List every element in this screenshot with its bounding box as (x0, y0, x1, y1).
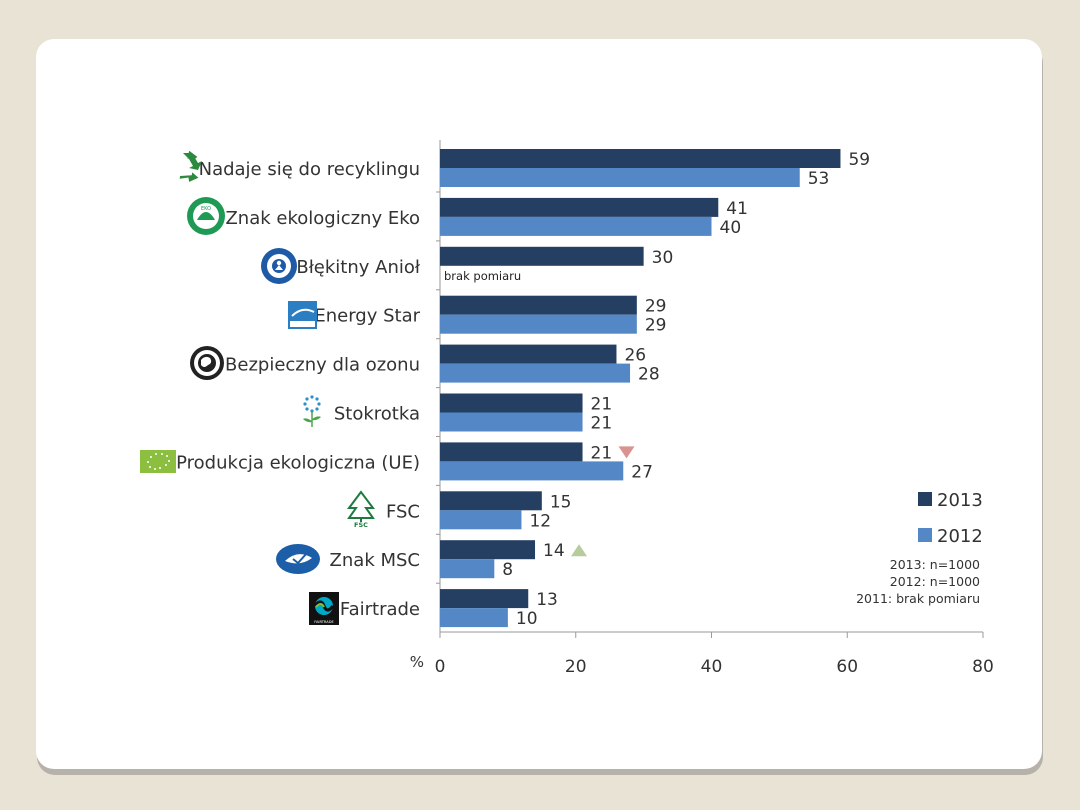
category-label: Znak ekologiczny Eko (225, 208, 420, 229)
fsc-tree-icon: FSC (347, 490, 375, 529)
bar-2013 (440, 442, 583, 462)
bar-2013 (440, 589, 529, 609)
bar-value-label: 26 (624, 346, 646, 366)
bar-value-label: 59 (848, 150, 870, 170)
bar-value-label: 21 (591, 443, 613, 463)
bar-2013 (440, 540, 536, 560)
legend-layer: 2013 2012 2013: n=1000 2012: n=1000 2011: br… (856, 490, 983, 606)
recycle-icon (179, 150, 202, 182)
fsc-logo-text: FSC (354, 521, 368, 529)
x-tick-label: 20 (565, 657, 587, 677)
bar-value-label: 10 (516, 609, 538, 629)
bar-value-label: 40 (720, 218, 742, 238)
x-tick-label: 40 (701, 657, 723, 677)
bar-2012 (440, 608, 508, 628)
bar-2012 (440, 314, 637, 334)
bar-2013 (440, 491, 542, 511)
icon-layer: EKO (140, 150, 375, 625)
category-label: Błękitny Anioł (296, 257, 421, 278)
bars-layer (440, 149, 841, 628)
category-layer: Nadaje się do recyklingu Znak ekologiczny… (176, 159, 421, 620)
bar-value-label: 30 (652, 248, 674, 268)
legend-swatch-2012 (918, 528, 932, 542)
bar-value-label: 14 (543, 541, 565, 561)
eu-ecolabel-flower-icon (303, 395, 321, 427)
bar-2013 (440, 149, 841, 168)
legend-swatch-2013 (918, 492, 932, 506)
bar-2012 (440, 559, 495, 579)
missing-value-label: brak pomiaru (444, 269, 521, 283)
bar-value-label: 41 (726, 199, 748, 219)
blue-angel-icon (261, 248, 297, 284)
sample-note: 2011: brak pomiaru (856, 591, 980, 606)
bar-value-label: 29 (645, 316, 667, 336)
category-label: Bezpieczny dla ozonu (225, 355, 420, 376)
change-marker-down (618, 446, 635, 459)
sample-note: 2013: n=1000 (890, 557, 980, 572)
axis-unit-label: % (410, 653, 424, 671)
category-label: Znak MSC (330, 550, 420, 571)
fairtrade-icon: FAIRTRADE (309, 592, 339, 625)
x-tick-label: 80 (972, 657, 994, 677)
bar-2012 (440, 168, 800, 187)
eko-logo-text: EKO (201, 206, 211, 212)
msc-fish-icon (276, 544, 320, 574)
eu-organic-leaf-icon (140, 450, 176, 473)
change-marker-up (571, 544, 588, 557)
ozone-safe-icon (190, 346, 224, 380)
category-label: Nadaje się do recyklingu (199, 159, 420, 180)
bar-2013 (440, 246, 644, 266)
energy-star-icon (288, 301, 317, 329)
category-label: Energy Star (314, 306, 420, 327)
bar-value-label: 21 (591, 395, 613, 415)
bar-2012 (440, 461, 624, 481)
fairtrade-logo-text: FAIRTRADE (314, 620, 334, 624)
bar-value-label: 21 (591, 414, 613, 434)
bar-value-label: 13 (536, 590, 558, 610)
sample-note: 2012: n=1000 (890, 574, 980, 589)
bar-value-label: 27 (631, 462, 653, 482)
bar-value-label: 12 (529, 511, 551, 531)
x-tick-label: 0 (435, 657, 446, 677)
bar-value-label: 53 (808, 169, 830, 189)
legend-label-2012: 2012 (937, 526, 983, 547)
bar-value-label: 8 (502, 560, 513, 580)
bar-value-label: 15 (550, 492, 572, 512)
bar-2012 (440, 363, 631, 383)
bar-2013 (440, 197, 719, 217)
category-label: Fairtrade (340, 599, 420, 620)
bar-2012 (440, 412, 583, 432)
category-label: Stokrotka (334, 404, 420, 425)
bar-2013 (440, 393, 583, 413)
category-label: FSC (386, 501, 420, 522)
bar-2012 (440, 216, 712, 236)
bar-value-label: 29 (645, 297, 667, 317)
bar-value-label: 28 (638, 365, 660, 385)
bar-2013 (440, 295, 637, 315)
legend-label-2013: 2013 (937, 490, 983, 511)
bar-2012 (440, 510, 522, 530)
x-tick-label: 60 (836, 657, 858, 677)
category-label: Produkcja ekologiczna (UE) (176, 452, 420, 473)
eko-logo-icon: EKO (187, 197, 225, 235)
bar-2013 (440, 344, 617, 364)
